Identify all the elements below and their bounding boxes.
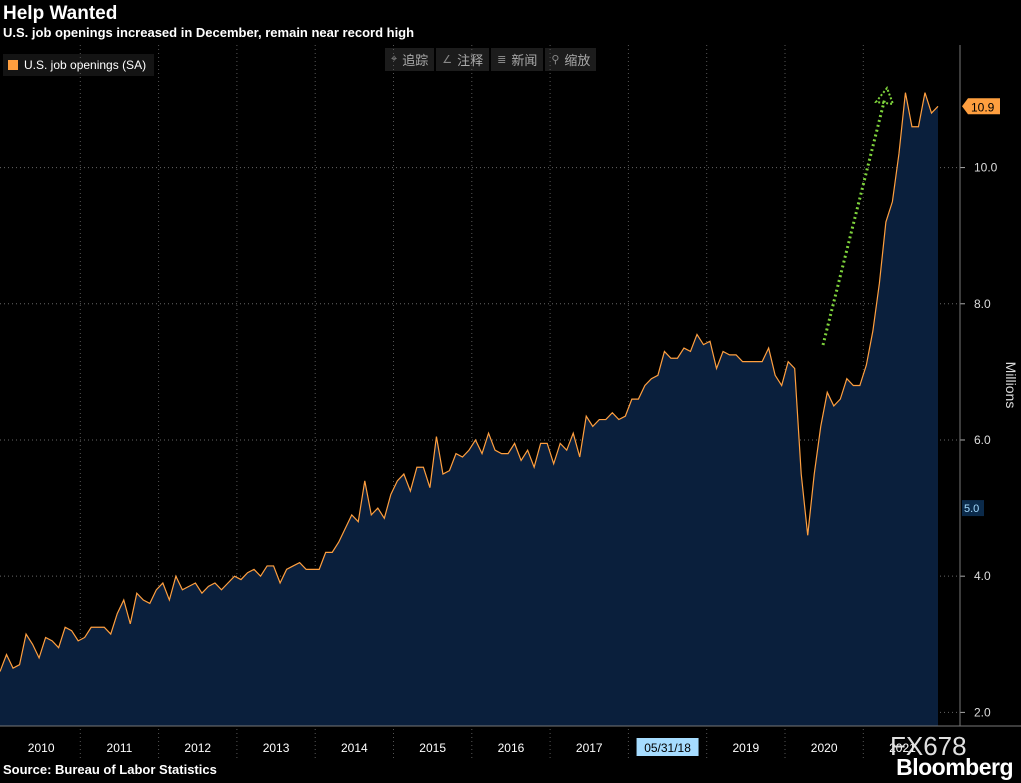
- series-area-fill: [0, 93, 938, 726]
- news-icon: ≣: [497, 53, 506, 66]
- brand-logo: Bloomberg: [896, 754, 1013, 781]
- x-tick-label: 2016: [498, 741, 525, 755]
- source-note: Source: Bureau of Labor Statistics: [3, 762, 217, 777]
- track-label: 追踪: [402, 50, 428, 69]
- x-tick-label: 2012: [184, 741, 211, 755]
- y-axis: 2.0 4.0 6.0 8.0 10.0 10.9 5.0: [960, 45, 1000, 726]
- marker-label: 5.0: [964, 503, 979, 515]
- y-tick-label: 2.0: [974, 705, 991, 719]
- crosshair-icon: ⌖: [391, 53, 397, 66]
- pencil-icon: ∠: [442, 53, 452, 66]
- x-tick-label: 05/31/18: [644, 741, 691, 755]
- y-tick-label: 8.0: [974, 297, 991, 311]
- y-tick-label: 10.0: [974, 161, 998, 175]
- legend-label: U.S. job openings (SA): [24, 58, 146, 72]
- chart-title: Help Wanted: [3, 3, 117, 25]
- x-tick-label: 2020: [811, 741, 838, 755]
- legend-swatch: [8, 60, 18, 70]
- chart-toolbar: ⌖ 追踪 ∠ 注释 ≣ 新闻 ⚲ 缩放: [385, 48, 596, 71]
- news-label: 新闻: [511, 50, 537, 69]
- annotate-label: 注释: [457, 50, 483, 69]
- last-value-badge: [962, 98, 1000, 114]
- trend-arrow: [823, 88, 893, 345]
- x-tick-label: 2010: [28, 741, 55, 755]
- y-tick-label: 6.0: [974, 433, 991, 447]
- chart-subtitle: U.S. job openings increased in December,…: [3, 25, 414, 40]
- x-tick-label: 2011: [107, 741, 133, 755]
- x-tick-label: 2017: [576, 741, 603, 755]
- y-axis-label: Millions: [1003, 362, 1019, 409]
- marker-badge: [962, 500, 984, 516]
- zoom-icon: ⚲: [551, 53, 559, 66]
- x-axis: 2010 2011 2012 2013 2014 2015 2016 2017 05/31/18…: [0, 726, 1021, 756]
- news-button[interactable]: ≣ 新闻: [491, 48, 543, 71]
- date-marker-bg: [637, 738, 699, 756]
- zoom-label: 缩放: [564, 50, 590, 69]
- x-tick-label: 2019: [732, 741, 759, 755]
- x-tick-label: 2014: [341, 741, 368, 755]
- legend[interactable]: U.S. job openings (SA): [3, 54, 154, 76]
- track-button[interactable]: ⌖ 追踪: [385, 48, 434, 71]
- arrow-head: [876, 88, 893, 104]
- arrow-shaft: [823, 98, 885, 345]
- zoom-button[interactable]: ⚲ 缩放: [545, 48, 596, 71]
- x-tick-label: 2013: [263, 741, 290, 755]
- x-tick-label: 2015: [419, 741, 446, 755]
- last-value-label: 10.9: [971, 100, 995, 114]
- y-tick-label: 4.0: [974, 569, 991, 583]
- annotate-button[interactable]: ∠ 注释: [436, 48, 489, 71]
- series-line: [0, 93, 938, 672]
- grid-lines: [0, 45, 960, 759]
